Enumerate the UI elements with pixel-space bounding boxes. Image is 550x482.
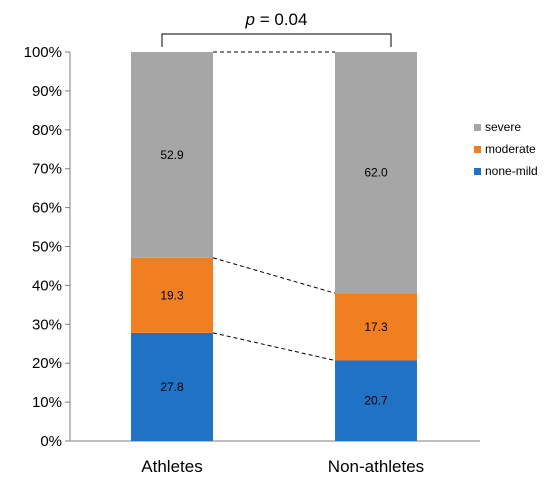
bar-segment-none-mild <box>335 360 417 441</box>
legend-label: severe <box>485 120 521 134</box>
y-tick-label: 50% <box>32 239 62 256</box>
bars-layer <box>131 52 417 441</box>
bar-segment-moderate <box>335 293 417 361</box>
legend-swatch-none-mild <box>474 168 481 175</box>
x-category-label: Non-athletes <box>328 457 424 476</box>
data-label: 52.9 <box>160 148 184 162</box>
data-label: 20.7 <box>364 394 388 408</box>
y-tick-label: 100% <box>24 44 62 61</box>
y-tick-label: 10% <box>32 394 62 411</box>
legend-label: moderate <box>485 142 536 156</box>
data-label: 62.0 <box>364 166 388 180</box>
legend: severe moderate none-mild <box>474 120 538 178</box>
legend-swatch-severe <box>474 124 481 131</box>
significance-annotation: p = 0.04 <box>161 10 392 47</box>
connector-line <box>212 332 336 361</box>
y-tick-label: 80% <box>32 122 62 139</box>
connector-lines <box>212 51 336 361</box>
data-label: 17.3 <box>364 320 388 334</box>
bar-segment-moderate <box>131 257 213 333</box>
legend-label: none-mild <box>485 164 538 178</box>
p-value-label: p = 0.04 <box>245 10 308 29</box>
bar-segment-severe <box>335 52 417 294</box>
y-tick-label: 20% <box>32 355 62 372</box>
p-value: = 0.04 <box>255 10 307 29</box>
p-symbol: p <box>245 10 255 29</box>
y-tick-label: 0% <box>40 433 62 450</box>
axes-layer: 0% 10% 20% 30% 40% 50% 60% 70% 80% 90% 100% Athlete… <box>24 44 480 476</box>
connector-line <box>212 257 336 294</box>
data-label: 19.3 <box>160 288 184 302</box>
y-tick-label: 40% <box>32 277 62 294</box>
y-tick-label: 30% <box>32 316 62 333</box>
y-tick-label: 90% <box>32 83 62 100</box>
y-tick-label: 60% <box>32 200 62 217</box>
bar-segment-severe <box>131 52 213 258</box>
x-category-label: Athletes <box>141 457 202 476</box>
data-labels-layer: 27.8 19.3 52.9 20.7 17.3 62.0 <box>160 148 388 408</box>
bar-segment-none-mild <box>131 332 213 441</box>
significance-bracket <box>161 33 392 47</box>
legend-swatch-moderate <box>474 146 481 153</box>
data-label: 27.8 <box>160 380 184 394</box>
y-tick-label: 70% <box>32 161 62 178</box>
